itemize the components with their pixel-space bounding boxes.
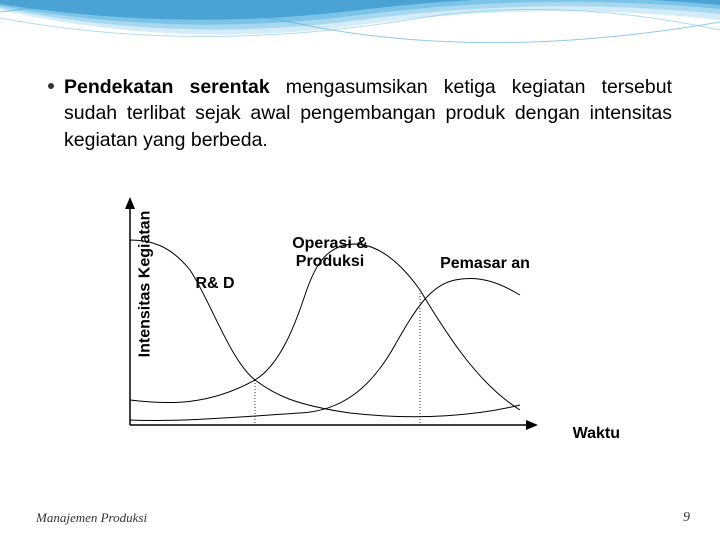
footer-title: Manajemen Produksi <box>36 510 147 526</box>
bullet-dot <box>48 83 54 89</box>
label-mkt: Pemasar an <box>440 255 530 273</box>
slide: Pendekatan serentak mengasumsikan ketiga… <box>0 0 720 540</box>
label-ops: Operasi & Produksi <box>285 235 375 271</box>
content-area: Pendekatan serentak mengasumsikan ketiga… <box>48 74 672 153</box>
chart-svg <box>120 195 550 445</box>
bullet-item: Pendekatan serentak mengasumsikan ketiga… <box>48 74 672 153</box>
bullet-text: Pendekatan serentak mengasumsikan ketiga… <box>64 74 672 153</box>
wave-header <box>0 0 720 70</box>
label-rd: R& D <box>195 275 235 293</box>
chart: Intensitas Kegiatan R& D Operasi & Produ… <box>90 195 550 445</box>
x-axis-label: Waktu <box>573 425 620 443</box>
bullet-bold: Pendekatan serentak <box>64 76 270 98</box>
page-number: 9 <box>683 510 690 526</box>
